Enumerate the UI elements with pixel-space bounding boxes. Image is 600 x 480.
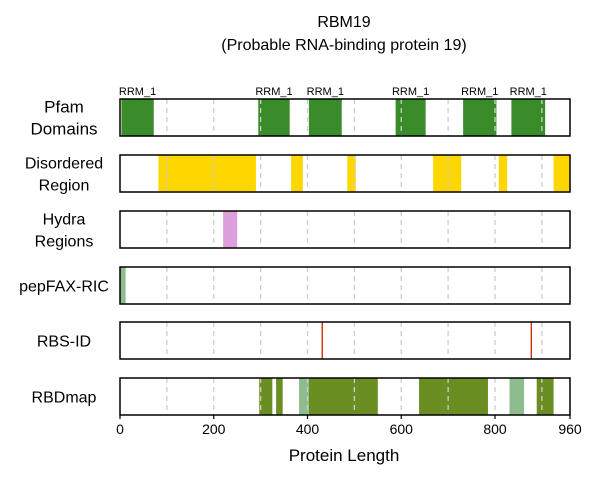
pepfax-track-frame bbox=[119, 266, 571, 305]
domain-label-4: RRM_1 bbox=[461, 86, 498, 98]
track-pfam: RRM_1 RRM_1 RRM_1 RRM_1 RRM_1 RRM_1 Pfam Domain… bbox=[30, 86, 571, 139]
domain-label-5: RRM_1 bbox=[510, 86, 547, 98]
disordered-segment-3 bbox=[433, 155, 462, 192]
rbdmap-segment-2 bbox=[299, 378, 309, 415]
pfam-segment-2 bbox=[308, 99, 342, 136]
pfam-segment-4 bbox=[463, 99, 497, 136]
x-tick-label-4: 800 bbox=[483, 421, 507, 437]
pepfax-segment-0 bbox=[120, 267, 126, 304]
tracks-group: RRM_1 RRM_1 RRM_1 RRM_1 RRM_1 RRM_1 Pfam Domain… bbox=[19, 86, 571, 416]
x-tick-label-5: 960 bbox=[558, 421, 582, 437]
track-rbdmap: RBDmap bbox=[32, 377, 571, 416]
x-tick-label-1: 200 bbox=[202, 421, 226, 437]
domain-label-2: RRM_1 bbox=[307, 86, 344, 98]
domain-label-1: RRM_1 bbox=[255, 86, 292, 98]
rbdmap-segment-3 bbox=[308, 378, 378, 415]
track-label-hydra: Hydra Regions bbox=[35, 212, 94, 251]
rbdmap-segment-5 bbox=[509, 378, 525, 415]
domain-label-3: RRM_1 bbox=[392, 86, 429, 98]
track-label-rbsid: RBS-ID bbox=[37, 334, 91, 351]
rbdmap-segment-6 bbox=[536, 378, 554, 415]
pfam-segment-3 bbox=[395, 99, 426, 136]
rbdmap-track-frame bbox=[119, 377, 571, 416]
rbdmap-segment-4 bbox=[419, 378, 488, 415]
x-axis: 0 200 400 600 800 960 bbox=[116, 415, 582, 437]
rbsid-segment-0 bbox=[321, 322, 323, 359]
hydra-segment-0 bbox=[223, 211, 238, 248]
rbsid-track-frame bbox=[119, 321, 571, 360]
x-axis-title: Protein Length bbox=[289, 446, 400, 465]
track-label-pfam: Pfam Domains bbox=[30, 98, 97, 139]
track-label-disordered: Disordered Region bbox=[25, 156, 103, 195]
pfam-track-frame bbox=[119, 98, 571, 137]
disordered-track-frame bbox=[119, 154, 571, 193]
pfam-segment-0 bbox=[121, 99, 154, 136]
rbdmap-segment-0 bbox=[259, 378, 273, 415]
x-tick-label-2: 400 bbox=[296, 421, 320, 437]
hydra-track-frame bbox=[119, 210, 571, 249]
track-hydra: Hydra Regions bbox=[35, 210, 571, 251]
track-disordered: Disordered Region bbox=[25, 154, 571, 195]
track-label-rbdmap: RBDmap bbox=[32, 390, 97, 407]
disordered-segment-1 bbox=[291, 155, 303, 192]
rbsid-segment-1 bbox=[530, 322, 533, 359]
pfam-segment-1 bbox=[258, 99, 290, 136]
x-tick-label-0: 0 bbox=[116, 421, 124, 437]
disordered-segment-2 bbox=[347, 155, 356, 192]
chart-title-line2: (Probable RNA-binding protein 19) bbox=[221, 37, 466, 54]
x-tick-label-3: 600 bbox=[390, 421, 414, 437]
track-rbsid: RBS-ID bbox=[37, 321, 571, 360]
domain-label-0: RRM_1 bbox=[119, 86, 156, 98]
track-pepfax: pepFAX-RIC bbox=[19, 266, 571, 305]
disordered-segment-0 bbox=[158, 155, 256, 192]
chart-title-line1: RBM19 bbox=[317, 14, 370, 31]
pfam-segment-5 bbox=[511, 99, 546, 136]
disordered-segment-5 bbox=[553, 155, 570, 192]
disordered-segment-4 bbox=[498, 155, 508, 192]
track-label-pepfax: pepFAX-RIC bbox=[19, 279, 109, 296]
rbdmap-segment-1 bbox=[276, 378, 283, 415]
